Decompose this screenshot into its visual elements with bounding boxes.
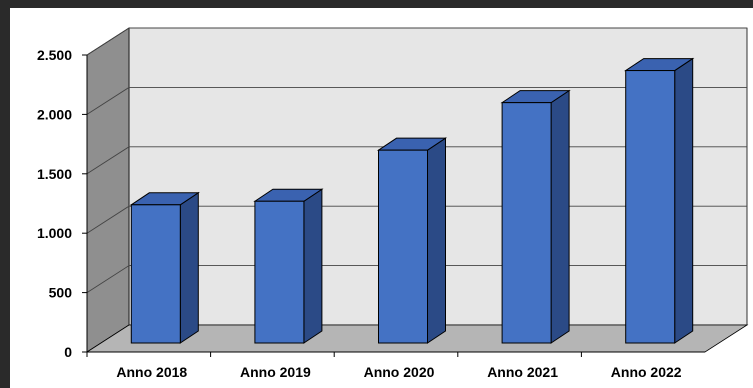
y-axis-ticks: 0 500 1.000 1.500 2.000 2.500	[37, 47, 705, 360]
x-tick-label: Anno 2021	[487, 364, 558, 380]
bar-side	[427, 137, 446, 344]
bar-side	[303, 188, 323, 344]
bar-side	[179, 191, 199, 344]
y-tick-label: 500	[49, 285, 73, 301]
bar	[129, 191, 200, 344]
bar-side	[674, 57, 694, 344]
bar	[500, 89, 571, 344]
x-tick-label: Anno 2019	[240, 364, 311, 380]
bar-front	[501, 102, 552, 344]
gridline	[86, 86, 747, 115]
gridline	[86, 27, 747, 56]
bar	[376, 137, 448, 344]
x-axis-labels: Anno 2018 Anno 2019 Anno 2020 Anno 2021 Anno…	[116, 364, 681, 380]
y-tick-label: 1.000	[37, 225, 72, 241]
bar-front	[254, 200, 305, 344]
bar	[624, 57, 695, 344]
bar-front	[378, 149, 428, 344]
bar-front	[130, 204, 181, 344]
x-tick-label: Anno 2020	[364, 364, 435, 380]
bar	[253, 188, 324, 344]
x-tick-label: Anno 2018	[116, 364, 187, 380]
y-tick-label: 0	[64, 344, 72, 360]
y-tick-label: 1.500	[37, 166, 72, 182]
y-tick-label: 2.000	[37, 106, 72, 122]
bars	[129, 57, 695, 344]
x-tick-label: Anno 2022	[611, 364, 682, 380]
y-tick-label: 2.500	[37, 47, 72, 63]
chart-frame: 0 500 1.000 1.500 2.000 2.500 Anno 2018 Anno 2…	[10, 8, 753, 388]
bar-front	[625, 70, 676, 344]
side-wall	[86, 27, 130, 353]
bar-side	[550, 89, 570, 344]
